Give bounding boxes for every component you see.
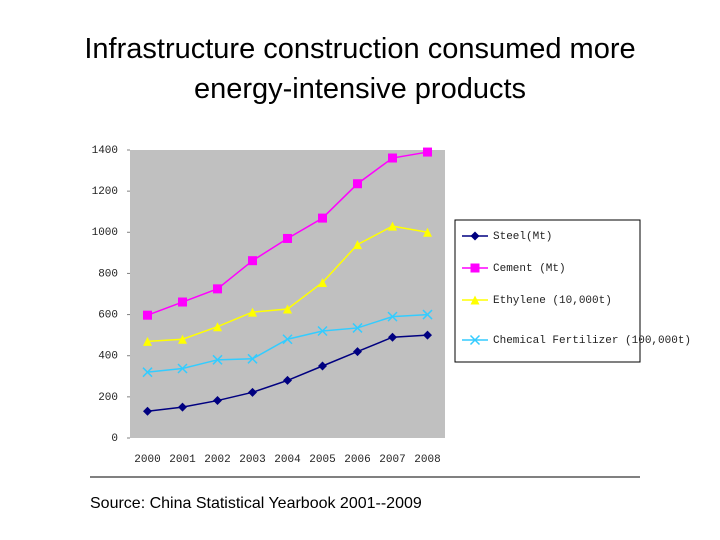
marker: [470, 295, 480, 305]
marker: [213, 322, 222, 332]
y-tick-label: 1400: [92, 145, 118, 157]
marker: [143, 406, 152, 416]
marker: [178, 334, 187, 344]
title-line: energy-intensive products: [194, 73, 526, 105]
marker: [248, 256, 257, 266]
marker: [318, 277, 327, 287]
legend-label: Steel(Mt): [493, 231, 552, 243]
marker: [178, 297, 187, 307]
marker: [248, 387, 257, 397]
x-tick-label: 2004: [274, 454, 301, 466]
marker: [143, 310, 152, 320]
marker: [422, 309, 433, 320]
marker: [353, 240, 362, 250]
marker: [178, 402, 187, 412]
x-tick-label: 2007: [379, 454, 405, 466]
legend-label: Cement (Mt): [493, 263, 566, 275]
marker: [317, 325, 328, 337]
x-tick-label: 2002: [204, 454, 230, 466]
y-tick-label: 1200: [92, 186, 118, 198]
marker: [283, 233, 292, 243]
source: Source: China Statistical Yearbook 2001-…: [90, 495, 422, 512]
x-tick-label: 2008: [414, 454, 440, 466]
y-tick-label: 200: [98, 392, 118, 404]
marker: [423, 147, 432, 157]
marker: [282, 334, 293, 345]
marker: [143, 336, 152, 346]
x-tick-label: 2005: [309, 454, 335, 466]
marker: [283, 304, 292, 314]
marker: [388, 153, 397, 163]
marker: [142, 367, 153, 378]
marker: [318, 361, 327, 371]
y-tick-label: 800: [98, 268, 118, 280]
marker: [388, 221, 397, 231]
marker: [213, 284, 222, 294]
marker: [177, 363, 188, 374]
y-tick-label: 0: [111, 433, 118, 445]
marker: [212, 354, 223, 365]
marker: [248, 307, 257, 317]
legend: [454, 219, 641, 363]
y-tick-label: 1000: [92, 227, 118, 239]
marker: [387, 311, 398, 322]
marker: [388, 332, 397, 342]
marker: [352, 322, 363, 333]
x-tick-label: 2006: [344, 454, 370, 466]
x-tick-label: 2003: [239, 454, 265, 466]
marker: [353, 179, 362, 189]
legend-label: Chemical Fertilizer (100,000t): [493, 335, 691, 347]
x-tick-label: 2000: [134, 454, 160, 466]
marker: [423, 330, 432, 340]
marker: [470, 231, 480, 241]
marker: [318, 213, 327, 223]
marker: [213, 396, 222, 406]
y-tick-label: 600: [98, 309, 118, 321]
legend-label: Ethylene (10,000t): [493, 295, 612, 307]
marker: [247, 353, 258, 364]
marker: [353, 347, 362, 357]
title-line: Infrastructure construction consumed mor…: [84, 33, 635, 65]
plot-area: [130, 150, 445, 438]
x-tick-label: 2001: [169, 454, 196, 466]
marker: [470, 263, 480, 273]
marker: [469, 334, 481, 346]
marker: [283, 375, 292, 385]
y-tick-label: 400: [98, 351, 118, 363]
marker: [423, 227, 432, 237]
